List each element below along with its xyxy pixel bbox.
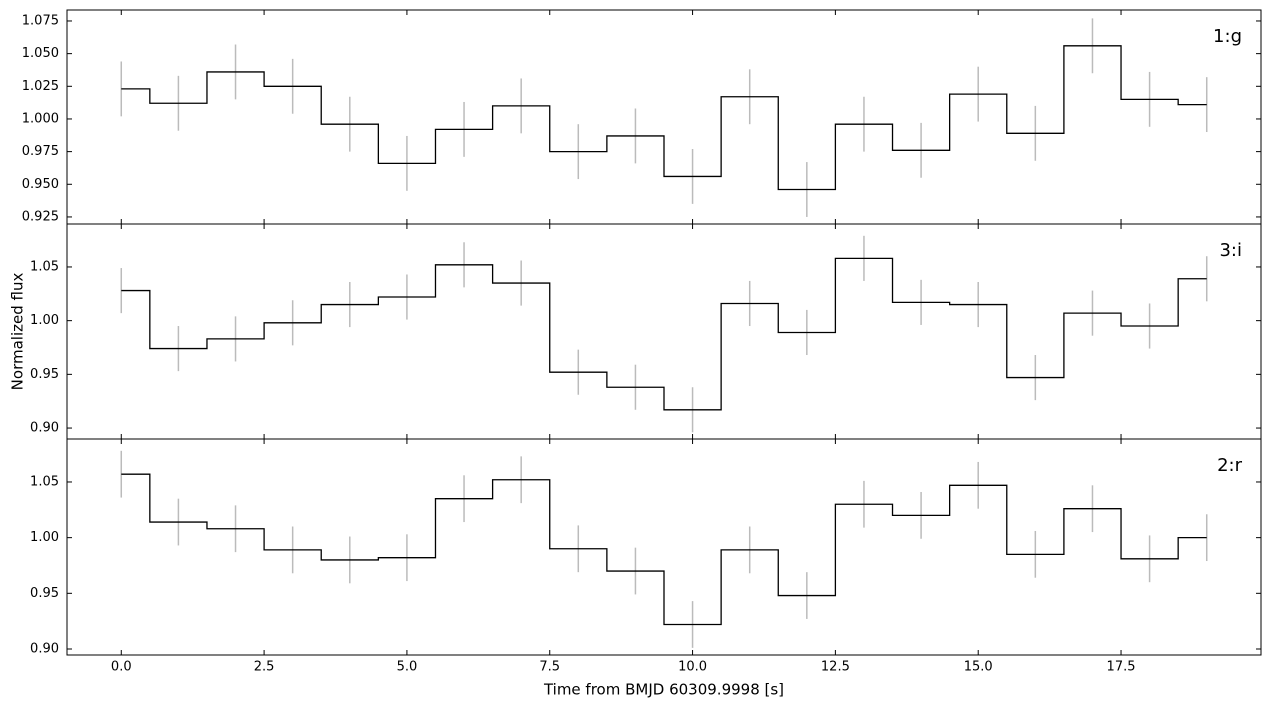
y-tick-label: 0.975 (22, 144, 59, 159)
y-tick-label: 0.925 (22, 209, 59, 224)
legend-label: 3:i (1219, 240, 1242, 261)
x-tick-label: 17.5 (1107, 660, 1136, 675)
step-line (121, 257, 1207, 411)
legend-label: 1:g (1213, 26, 1242, 47)
plot-frame (66, 438, 1262, 656)
x-tick-label: 7.5 (539, 660, 560, 675)
step-line (121, 473, 1207, 626)
y-axis-label: Normalized flux (9, 273, 27, 391)
x-tick-label: 10.0 (678, 660, 707, 675)
legend-label: 2:r (1217, 455, 1243, 476)
y-tick-label: 0.950 (22, 177, 59, 192)
y-tick-label: 1.025 (22, 79, 59, 94)
x-tick-label: 0.0 (111, 660, 132, 675)
x-axis-label: Time from BMJD 60309.9998 [s] (543, 681, 784, 699)
y-tick-label: 0.90 (30, 641, 59, 656)
y-tick-label: 0.90 (30, 421, 59, 436)
y-tick-label: 1.075 (22, 13, 59, 28)
x-tick-label: 12.5 (821, 660, 850, 675)
x-tick-label: 2.5 (254, 660, 275, 675)
y-tick-label: 0.95 (30, 586, 59, 601)
step-line (121, 45, 1207, 191)
plot-frame (66, 9, 1262, 225)
y-tick-label: 1.000 (22, 111, 59, 126)
y-tick-label: 1.05 (30, 474, 59, 489)
y-tick-label: 1.050 (22, 46, 59, 61)
y-tick-label: 0.95 (30, 367, 59, 382)
y-tick-label: 1.00 (30, 313, 59, 328)
x-tick-label: 5.0 (397, 660, 418, 675)
x-tick-label: 15.0 (964, 660, 993, 675)
y-tick-label: 1.05 (30, 259, 59, 274)
y-tick-label: 1.00 (30, 530, 59, 545)
